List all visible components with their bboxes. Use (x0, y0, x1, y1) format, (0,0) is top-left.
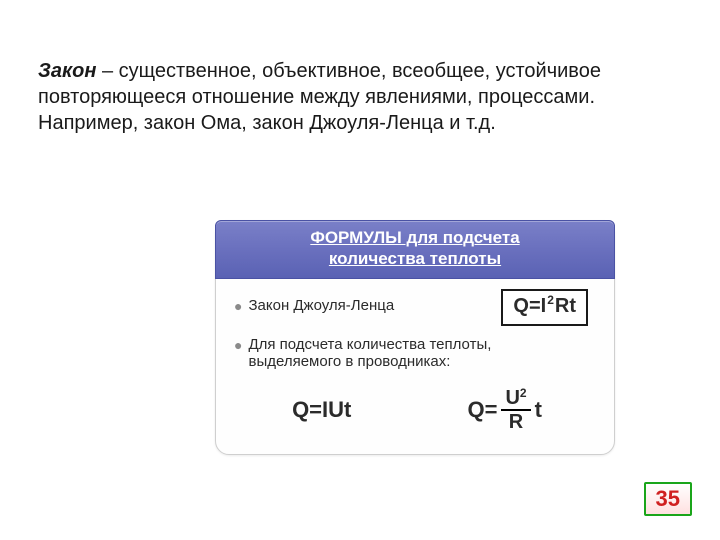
fraction: U2 R (501, 388, 530, 432)
formula-box-1: Q=I2Rt (501, 289, 588, 326)
definition-paragraph: Закон – существенное, объективное, всеоб… (38, 58, 678, 136)
term: Закон (38, 60, 96, 82)
page-number: 35 (644, 482, 692, 516)
bullet-icon: ● (234, 336, 242, 356)
card-body: ● Закон Джоуля-Ленца Q=I2Rt ● Для подсче… (216, 279, 614, 454)
formula-card: ФОРМУЛЫ для подсчета количества теплоты … (215, 220, 615, 455)
row-joule-lenz: ● Закон Джоуля-Ленца Q=I2Rt (234, 289, 600, 326)
formulas-row: Q=IUt Q= U2 R t (234, 388, 600, 432)
item1-text: Закон Джоуля-Ленца (248, 297, 394, 314)
bullet-item-2: ● Для подсчета количества теплоты, выдел… (234, 336, 600, 370)
formula3: Q= U2 R t (467, 388, 541, 432)
header-line1: ФОРМУЛЫ для подсчета (310, 228, 519, 247)
bullet-icon: ● (234, 297, 242, 317)
header-line2: количества теплоты (329, 249, 501, 268)
formula2: Q=IUt (292, 397, 351, 423)
definition-text: – существенное, объективное, всеобщее, у… (38, 60, 601, 134)
bullet-item-1: ● Закон Джоуля-Ленца (234, 297, 394, 317)
formula1: Q=I2Rt (513, 295, 576, 317)
card-header: ФОРМУЛЫ для подсчета количества теплоты (215, 220, 615, 279)
item2-text: Для подсчета количества теплоты, выделяе… (248, 336, 491, 370)
